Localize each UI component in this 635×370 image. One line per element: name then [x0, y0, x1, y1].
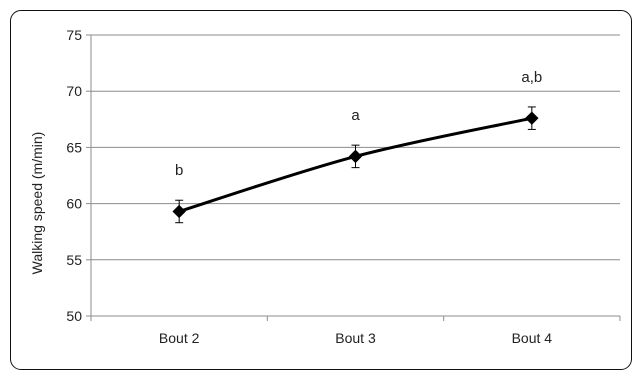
chart-frame — [10, 10, 632, 370]
y-tick-label-75: 75 — [66, 27, 82, 43]
y-tick-label-60: 60 — [66, 196, 82, 212]
axes — [86, 34, 621, 321]
line-chart: 50 55 60 65 70 75 Bout 2 Bout 3 Bout 4 Walking … — [29, 27, 621, 346]
x-tick-labels: Bout 2 Bout 3 Bout 4 — [159, 330, 552, 346]
data-label-2: a,b — [521, 69, 542, 86]
x-tick-label-2: Bout 4 — [512, 330, 553, 346]
data-label-1: a — [351, 107, 360, 124]
y-tick-label-70: 70 — [66, 83, 82, 99]
series-line: b a a,b — [172, 69, 542, 224]
data-point-0 — [172, 204, 186, 219]
data-point-1 — [348, 149, 363, 164]
y-tick-labels: 50 55 60 65 70 75 — [66, 27, 82, 324]
y-tick-label-65: 65 — [66, 139, 82, 155]
data-label-0: b — [175, 162, 183, 179]
data-point-2 — [525, 111, 539, 125]
y-tick-label-50: 50 — [66, 308, 82, 324]
x-tick-label-0: Bout 2 — [159, 330, 200, 346]
y-axis-label: Walking speed (m/min) — [29, 132, 45, 275]
y-tick-label-55: 55 — [66, 252, 82, 268]
x-tick-label-1: Bout 3 — [335, 330, 376, 346]
